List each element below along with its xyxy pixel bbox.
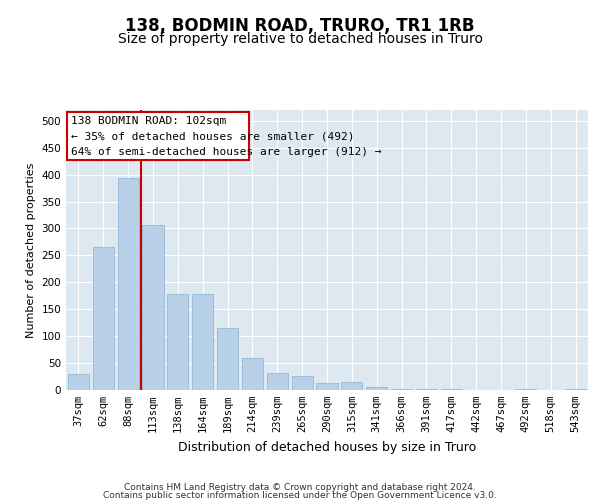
Text: Contains HM Land Registry data © Crown copyright and database right 2024.: Contains HM Land Registry data © Crown c… <box>124 483 476 492</box>
Text: Size of property relative to detached houses in Truro: Size of property relative to detached ho… <box>118 32 482 46</box>
Bar <box>142 224 164 390</box>
Bar <box>192 294 213 390</box>
Text: 138 BODMIN ROAD: 102sqm: 138 BODMIN ROAD: 102sqm <box>71 116 226 126</box>
Bar <box>267 373 288 390</box>
Text: ← 35% of detached houses are smaller (492): ← 35% of detached houses are smaller (49… <box>71 132 355 141</box>
Y-axis label: Number of detached properties: Number of detached properties <box>26 162 36 338</box>
Text: Contains public sector information licensed under the Open Government Licence v3: Contains public sector information licen… <box>103 492 497 500</box>
FancyBboxPatch shape <box>67 112 249 160</box>
Text: 64% of semi-detached houses are larger (912) →: 64% of semi-detached houses are larger (… <box>71 146 382 156</box>
Bar <box>93 248 114 390</box>
Bar <box>292 376 313 390</box>
X-axis label: Distribution of detached houses by size in Truro: Distribution of detached houses by size … <box>178 440 476 454</box>
Bar <box>167 294 188 390</box>
Bar <box>118 178 139 390</box>
Text: 138, BODMIN ROAD, TRURO, TR1 1RB: 138, BODMIN ROAD, TRURO, TR1 1RB <box>125 18 475 36</box>
Bar <box>316 383 338 390</box>
Bar <box>217 328 238 390</box>
Bar <box>366 388 387 390</box>
Bar <box>341 382 362 390</box>
Bar <box>68 374 89 390</box>
Bar <box>242 358 263 390</box>
